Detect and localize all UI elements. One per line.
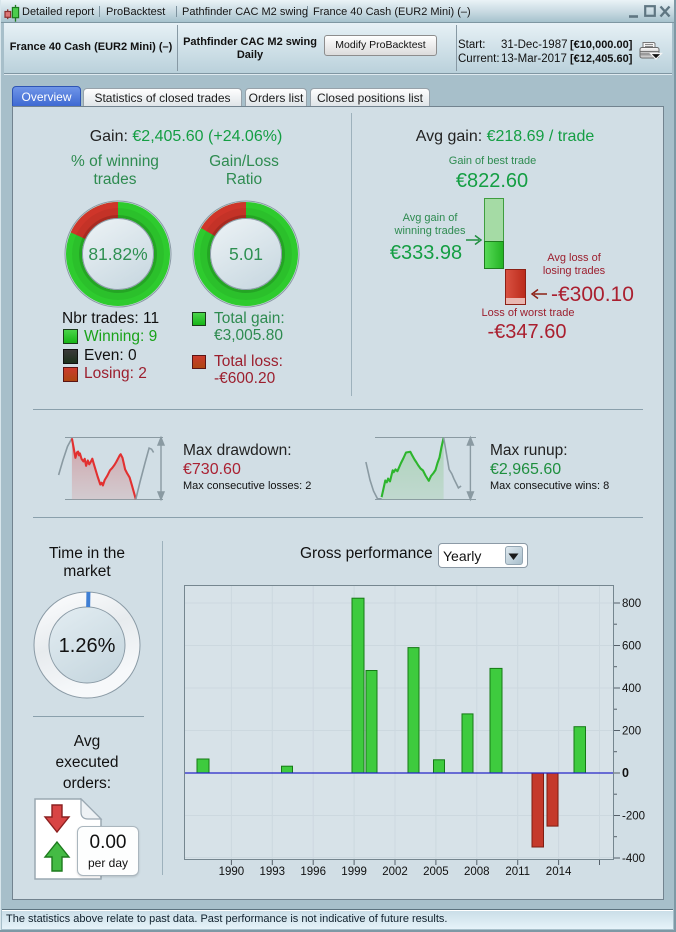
- svg-text:0: 0: [622, 766, 629, 780]
- svg-text:81.82%: 81.82%: [88, 244, 147, 264]
- svg-text:2008: 2008: [464, 866, 490, 878]
- svg-text:200: 200: [622, 725, 641, 737]
- svg-text:600: 600: [622, 640, 641, 652]
- svg-text:800: 800: [622, 598, 641, 610]
- svg-text:1996: 1996: [300, 866, 326, 878]
- svg-text:2002: 2002: [382, 866, 408, 878]
- svg-text:5.01: 5.01: [229, 244, 263, 264]
- svg-text:2005: 2005: [423, 866, 449, 878]
- svg-text:1993: 1993: [260, 866, 286, 878]
- svg-text:-400: -400: [622, 853, 645, 865]
- svg-text:1999: 1999: [341, 866, 367, 878]
- svg-text:1990: 1990: [219, 866, 245, 878]
- svg-text:2014: 2014: [546, 866, 572, 878]
- svg-text:-200: -200: [622, 810, 645, 822]
- svg-text:1.26%: 1.26%: [59, 635, 116, 657]
- svg-text:400: 400: [622, 683, 641, 695]
- svg-text:2011: 2011: [505, 866, 530, 878]
